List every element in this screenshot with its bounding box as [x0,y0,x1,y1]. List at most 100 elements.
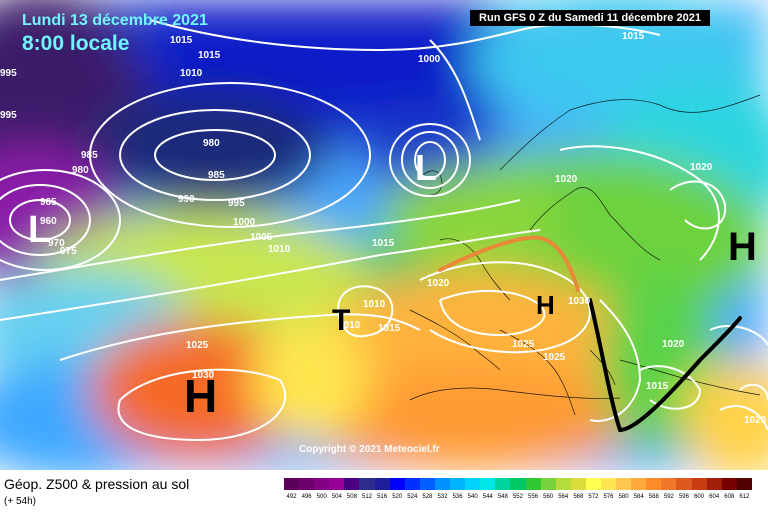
high-pressure-symbol: H [536,290,555,320]
isobar-label: 990 [178,194,195,205]
isobar-label: 1010 [338,320,361,331]
legend-swatch [434,478,451,490]
isobar-label: 985 [81,150,98,161]
pressure-centers: H H H T L L [28,147,757,422]
low-pressure-symbol: L [415,147,437,188]
legend-swatch [480,478,496,490]
isobar-label: 980 [72,165,89,176]
legend-swatch [585,478,601,490]
legend-swatch [661,478,677,490]
legend-label: 528 [422,494,433,500]
legend-label: 588 [648,494,659,500]
legend-label: 580 [618,494,629,500]
isobar-label: 1010 [363,299,386,310]
legend-swatch [299,478,315,490]
legend-swatch [631,478,647,490]
isobar-label: 1010 [268,244,291,255]
isobar-label: 1005 [250,232,273,243]
isobar-label: 1015 [372,238,395,249]
isobar-label: 995 [228,198,245,209]
legend-swatch [540,478,556,490]
legend-swatch [374,478,390,490]
legend-label: 536 [452,494,463,500]
legend-label: 572 [588,494,599,500]
legend-label: 512 [362,494,373,500]
legend-label: 576 [603,494,614,500]
legend-label: 548 [497,494,508,500]
isobar-label: 970 [48,238,65,249]
isobar-label: 1020 [555,174,578,185]
color-legend-labels: 492 496 500 504 508 512 516 520 524 528 532 536 540 5… [284,494,752,500]
legend-label: 604 [709,494,720,500]
isobar-label: 1015 [378,323,401,334]
legend-label: 496 [301,494,312,500]
forecast-lead: (+ 54h) [4,496,36,507]
geopotential-field [0,0,768,470]
isobar-label: 980 [203,138,220,149]
legend-label: 612 [739,494,750,500]
parameter-title: Géop. Z500 & pression au sol [4,476,190,492]
legend-swatch [314,478,330,490]
isobar-label: 1020 [427,278,450,289]
legend-label: 520 [392,494,403,500]
legend-label: 516 [377,494,388,500]
trough-lines [438,235,742,433]
legend-swatch [510,478,526,490]
legend-swatch [646,478,662,490]
copyright: Copyright © 2021 Meteociel.fr [299,444,440,455]
legend-label: 600 [694,494,705,500]
map-canvas: 1015 1015 1010 995 995 1000 1015 980 985… [0,0,768,470]
legend-swatch [404,478,420,490]
isobar-label: 975 [60,246,77,257]
legend-label: 608 [724,494,735,500]
legend-swatch [600,478,617,490]
legend-swatch [570,478,586,490]
high-pressure-symbol: H [728,225,757,269]
isobar-label: 1020 [744,415,767,426]
legend-swatch [676,478,692,490]
legend-label: 504 [331,494,342,500]
legend-swatch [465,478,481,490]
legend-swatch [419,478,435,490]
legend-label: 568 [573,494,584,500]
isobar-label: 995 [0,110,17,121]
legend-label: 556 [528,494,539,500]
isobar-label: 1015 [198,50,221,61]
legend-swatch [721,478,737,490]
isobar-label: 960 [40,216,57,227]
legend-swatch [284,478,300,490]
coastlines [409,94,761,416]
legend-swatch [706,478,722,490]
legend-swatch [359,478,375,490]
isobar-label: 1030 [192,370,215,381]
legend-swatch [450,478,466,490]
isobar-label: 1015 [622,31,645,42]
isobar-label: 1000 [418,54,441,65]
legend-label: 564 [558,494,569,500]
forecast-date: Lundi 13 décembre 2021 [22,12,208,29]
legend-label: 524 [407,494,418,500]
legend-swatch [525,478,541,490]
isobar-label: 995 [0,68,17,79]
isobars [0,19,768,442]
legend-label: 596 [678,494,689,500]
legend-label: 560 [543,494,554,500]
legend-swatch [389,478,405,490]
isobar-label: 1020 [690,162,713,173]
isobar-label: 1000 [233,217,256,228]
isobar-label: 1020 [662,339,685,350]
legend-label: 492 [286,494,297,500]
high-pressure-symbol: H [184,370,217,422]
legend-swatch [616,478,632,490]
isobar-label: 1010 [180,68,203,79]
legend-swatch [329,478,345,490]
low-pressure-symbol: T [332,304,350,337]
legend-label: 552 [512,494,523,500]
legend-label: 544 [482,494,493,500]
legend-swatch [495,478,511,490]
legend-label: 508 [346,494,357,500]
isobar-labels: 1015 1015 1010 995 995 1000 1015 980 985… [0,31,767,426]
isobar-label: 1025 [186,340,209,351]
legend-label: 540 [467,494,478,500]
